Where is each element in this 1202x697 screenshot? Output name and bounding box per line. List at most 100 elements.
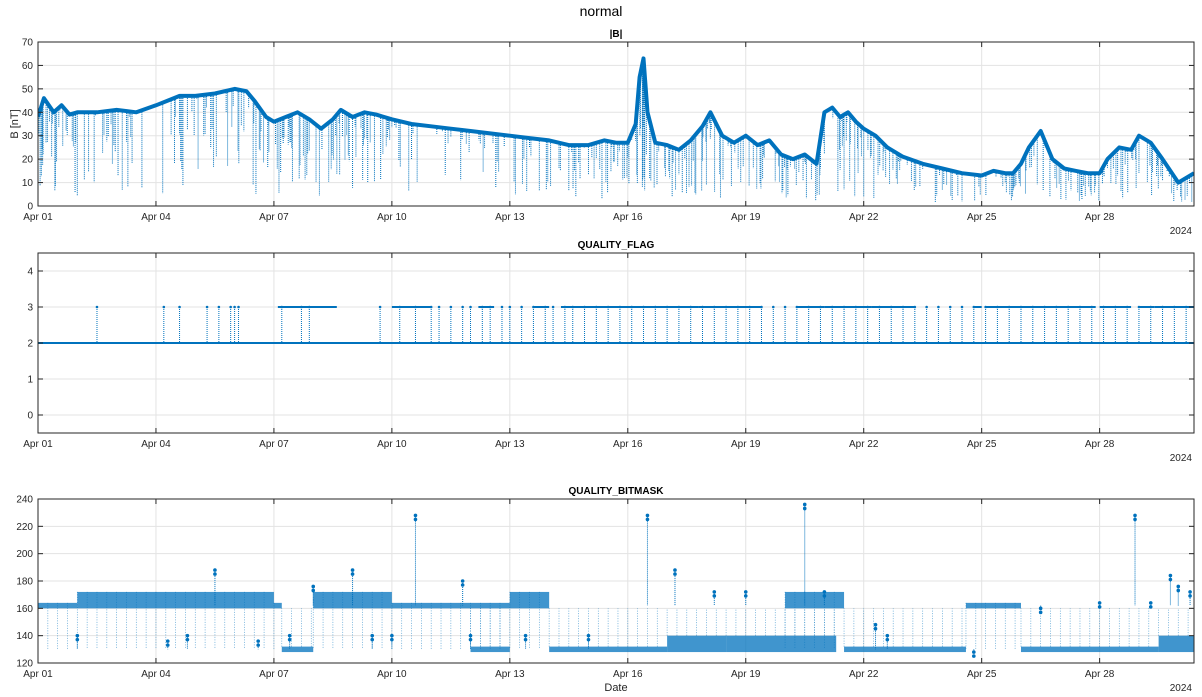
bitmask-spike-dot [1097, 605, 1102, 609]
bitmask-band [965, 602, 1021, 609]
flag-spike-dot [1149, 305, 1153, 309]
flag-spike-dot [571, 305, 575, 309]
flag-spike-dot [162, 305, 166, 309]
year-label: 2024 [1170, 453, 1193, 464]
flag-spike-dot [461, 305, 464, 309]
flag-spike-dot [237, 305, 240, 309]
bitmask-spike-dot [413, 513, 418, 518]
flag-spike-dot [205, 305, 209, 309]
plot-content [38, 56, 1194, 202]
flag-spike-dot [520, 305, 523, 309]
bitmask-band [281, 646, 314, 653]
bitmask-spike-dot [165, 639, 170, 643]
bitmask-spike-dot [75, 637, 80, 642]
bitmask-band [1020, 646, 1159, 653]
bitmask-spike-dot [822, 590, 827, 594]
x-tick-label: Apr 10 [377, 669, 407, 680]
flag-spike-dot [543, 305, 547, 309]
flag-spike-dot [1019, 305, 1023, 309]
flag-spike-dot [1007, 305, 1011, 309]
flag-spike-dot [595, 305, 598, 309]
flag-spike-dot [724, 305, 728, 309]
x-tick-label: Apr 19 [731, 439, 761, 450]
flag-spike-dot [948, 305, 952, 309]
flag-spike-dot [229, 305, 232, 309]
plot-content [38, 305, 1194, 344]
flag-spike-dot [748, 305, 751, 309]
bitmask-spike-dot [1097, 601, 1102, 605]
x-tick-label: Apr 22 [849, 212, 879, 223]
bitmask-spike-dot [673, 568, 677, 572]
bitmask-spike-dot [256, 643, 260, 647]
x-tick-label: Apr 16 [613, 212, 643, 223]
bitmask-spike-dot [311, 588, 316, 593]
flag-spike-dot [819, 305, 822, 309]
bitmask-spike-dot [645, 517, 650, 522]
bitmask-spike-dot [213, 568, 217, 572]
flag-spike-dot [551, 305, 555, 309]
y-tick-label: 30 [22, 131, 34, 142]
bitmask-spike-dot [1176, 584, 1181, 589]
flag-spike-dot [701, 305, 704, 309]
bitmask-spike-dot [1168, 573, 1173, 578]
flag-spike-dot [1125, 305, 1129, 309]
bitmask-band [549, 646, 668, 653]
flag-spike-dot [1090, 305, 1094, 309]
y-tick-label: 40 [22, 108, 34, 119]
bitmask-spike-dot [712, 594, 717, 598]
flag-spike-dot [508, 305, 512, 309]
flag-spike-dot [1161, 305, 1164, 309]
flag-spike-dot [95, 305, 99, 309]
y-tick-label: 240 [16, 495, 33, 506]
flag-spike-dot [378, 305, 382, 309]
flag-spike-dot [1031, 305, 1035, 309]
flag-spike-dot [563, 305, 567, 309]
flag-spike-dot [469, 305, 472, 309]
bitmask-spike-dot [75, 633, 80, 638]
flag-spike-dot [308, 305, 311, 309]
y-tick-label: 2 [27, 339, 33, 350]
flag-spike-dot [712, 305, 716, 309]
y-tick-label: 180 [16, 577, 33, 588]
axes-box [37, 41, 1195, 207]
panel-title: QUALITY_FLAG [578, 240, 655, 251]
y-tick-label: 1 [27, 375, 33, 386]
y-tick-label: 3 [27, 303, 33, 314]
x-tick-label: Apr 25 [967, 212, 997, 223]
bitmask-spike-dot [1168, 577, 1173, 582]
flag-spike-dot [972, 305, 976, 309]
bitmask-spike-dot [185, 633, 190, 638]
x-tick-label: Apr 07 [259, 212, 289, 223]
bitmask-spike-dot [460, 579, 465, 583]
bitmask-spike-dot [1133, 517, 1137, 522]
flag-spike-dot [280, 305, 284, 309]
y-tick-label: 50 [22, 84, 34, 95]
flag-spike-dot [878, 305, 881, 309]
bitmask-spike-dot [390, 637, 394, 642]
flag-spike-dot [1184, 305, 1188, 309]
bitmask-spike-dot [311, 584, 316, 589]
flag-spike-dot [842, 305, 846, 309]
y-tick-label: 220 [16, 522, 33, 533]
flag-spike-dot [583, 305, 586, 309]
flag-spike-dot [532, 305, 535, 309]
bitmask-spike-dot [802, 502, 807, 507]
flag-spike-dot [937, 305, 940, 309]
bitmask-spike-dot [413, 517, 418, 522]
flag-spike-dot [488, 305, 492, 309]
year-label: 2024 [1170, 683, 1193, 694]
x-tick-label: Apr 07 [259, 669, 289, 680]
bitmask-spike-dot [586, 633, 591, 638]
bitmask-spike-dot [468, 633, 473, 638]
x-tick-label: Apr 13 [495, 669, 525, 680]
flag-spike-dot [642, 305, 645, 309]
flag-spike-dot [300, 305, 303, 309]
flag-spike-dot [913, 305, 917, 309]
panel-title: QUALITY_BITMASK [569, 486, 665, 497]
panel-title: |B| [610, 29, 623, 40]
flag-spike-dot [437, 305, 441, 309]
bitmask-spike-dot [873, 622, 878, 627]
y-tick-label: 70 [22, 38, 34, 49]
flag-spike-dot [736, 305, 740, 309]
